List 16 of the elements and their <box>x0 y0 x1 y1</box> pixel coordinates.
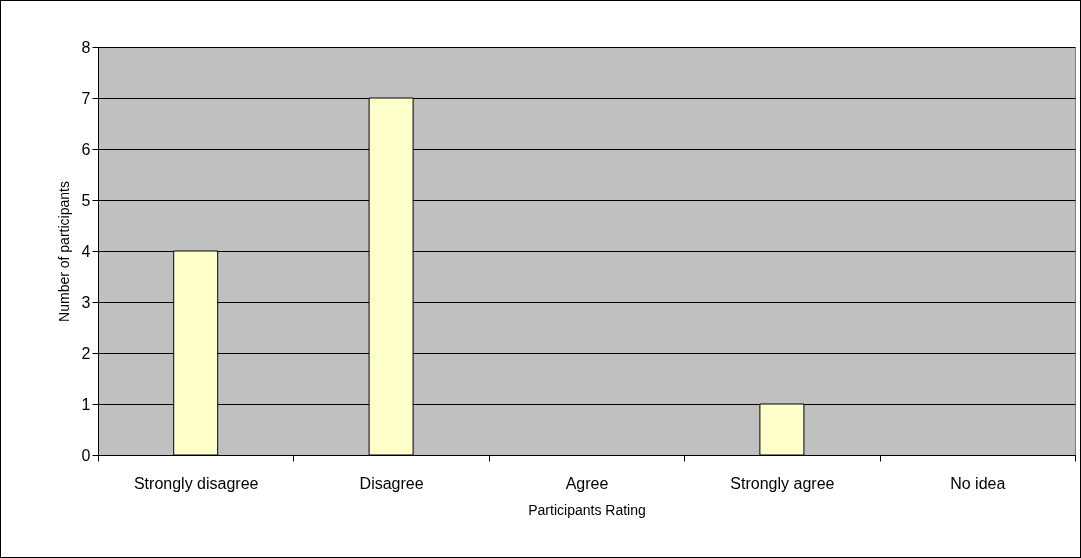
y-tick-label: 5 <box>81 191 91 209</box>
x-tick-label: Strongly agree <box>730 474 835 492</box>
y-axis-title: Number of participants <box>55 181 72 322</box>
y-tick-label: 0 <box>81 446 91 464</box>
y-tick-label: 2 <box>81 344 91 362</box>
y-tick-label: 4 <box>81 242 91 260</box>
y-tick-label: 3 <box>81 293 91 311</box>
x-tick-label: Strongly disagree <box>133 474 259 492</box>
x-axis-title: Participants Rating <box>528 501 646 518</box>
y-tick-label: 1 <box>81 395 91 413</box>
x-tick-label: Disagree <box>359 474 424 492</box>
x-tick-label: No idea <box>950 474 1006 492</box>
y-tick-label: 6 <box>81 140 91 158</box>
y-tick-label: 8 <box>81 38 91 56</box>
y-tick-label: 7 <box>81 89 91 107</box>
x-tick-label: Agree <box>565 474 609 492</box>
